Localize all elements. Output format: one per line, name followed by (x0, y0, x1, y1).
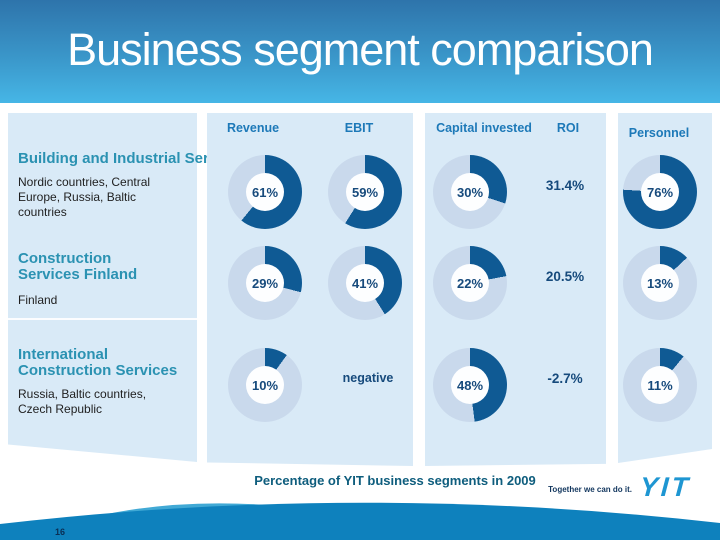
donut-value: 59% (351, 184, 379, 200)
segment-regions-building-industrial: Nordic countries, Central Europe, Russia… (18, 175, 151, 219)
column-header-personnel: Personnel (628, 126, 690, 140)
slide-caption: Percentage of YIT business segments in 2… (254, 473, 536, 488)
donut-hole: 29% (246, 264, 284, 302)
row-labels-panel (8, 113, 197, 462)
donut-chart-personnel-row3: 11% (623, 348, 697, 422)
segment-heading-building-industrial: Building and Industrial Servi (18, 151, 207, 167)
segment-regions-construction-finland: Finland (18, 293, 58, 307)
segment-heading-international-construction: International Construction Services (18, 346, 178, 379)
column-header-revenue: Revenue (226, 121, 280, 135)
donut-hole: 11% (641, 366, 679, 404)
donut-value: 29% (251, 275, 279, 291)
donut-chart-ebit-row1: 59% (328, 155, 402, 229)
donut-hole: 59% (346, 173, 384, 211)
bottom-wave-graphic (0, 502, 720, 540)
donut-value: 30% (456, 184, 484, 200)
donut-hole: 61% (246, 173, 284, 211)
donut-chart-revenue-row3: 10% (228, 348, 302, 422)
title-band: Business segment comparison (0, 0, 720, 103)
donut-value: 41% (351, 275, 379, 291)
donut-chart-personnel-row1: 76% (623, 155, 697, 229)
donut-hole: 30% (451, 173, 489, 211)
row-divider (0, 318, 197, 320)
donut-chart-capital-row3: 48% (433, 348, 507, 422)
ebit-value-negative-row3: negative (342, 371, 394, 385)
donut-hole: 13% (641, 264, 679, 302)
donut-value: 11% (647, 377, 673, 393)
donut-value: 10% (251, 377, 279, 393)
column-header-capital-invested: Capital invested (436, 121, 532, 135)
donut-value: 22% (456, 275, 484, 291)
column-header-ebit: EBIT (344, 121, 374, 135)
donut-chart-capital-row2: 22% (433, 246, 507, 320)
donut-hole: 10% (246, 366, 284, 404)
column-header-roi: ROI (556, 121, 580, 135)
roi-value-row1: 31.4% (545, 178, 585, 193)
donut-chart-personnel-row2: 13% (623, 246, 697, 320)
donut-chart-capital-row1: 30% (433, 155, 507, 229)
donut-value: 13% (646, 275, 674, 291)
donut-value: 76% (646, 184, 674, 200)
donut-chart-revenue-row2: 29% (228, 246, 302, 320)
roi-value-row2: 20.5% (545, 269, 585, 284)
donut-hole: 22% (451, 264, 489, 302)
slide-title: Business segment comparison (67, 24, 654, 75)
roi-value-row3: -2.7% (547, 371, 583, 386)
page-number: 16 (55, 527, 66, 537)
donut-chart-revenue-row1: 61% (228, 155, 302, 229)
segment-heading-construction-finland: Construction Services Finland (18, 250, 138, 283)
wave-main (0, 502, 720, 540)
donut-hole: 76% (641, 173, 679, 211)
company-tagline: Together we can do it. (548, 485, 632, 494)
donut-hole: 48% (451, 366, 489, 404)
donut-value: 48% (456, 377, 484, 393)
donut-value: 61% (251, 184, 279, 200)
donut-chart-ebit-row2: 41% (328, 246, 402, 320)
donut-hole: 41% (346, 264, 384, 302)
segment-regions-international-construction: Russia, Baltic countries, Czech Republic (18, 387, 147, 416)
